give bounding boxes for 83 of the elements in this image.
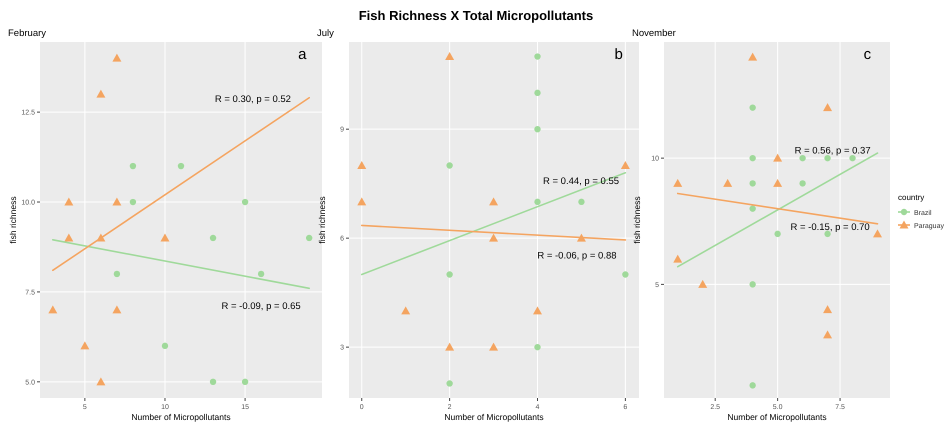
point (799, 154, 806, 162)
point (749, 180, 756, 187)
point (160, 233, 170, 242)
point (723, 178, 732, 187)
point (357, 197, 366, 206)
point (130, 198, 136, 206)
point (534, 126, 541, 132)
chart-title: Fish Richness X Total Micropollutants (358, 8, 594, 23)
x-axis-title: Number of Micropollutants (444, 412, 544, 422)
point (873, 229, 882, 238)
point (773, 154, 782, 162)
point (824, 154, 831, 162)
point (489, 197, 498, 206)
point (698, 280, 708, 288)
y-axis-title: fish richness (8, 196, 18, 244)
point (112, 198, 122, 206)
point (446, 162, 453, 169)
point (446, 380, 453, 387)
point (533, 306, 542, 314)
y-axis-title: fish richness (317, 196, 327, 244)
y-axis-title: fish richness (632, 196, 642, 244)
annotation: R = -0.09, p = 0.65 (221, 301, 301, 312)
x-axis-title: Number of Micropollutants (131, 412, 231, 422)
point (306, 234, 312, 242)
point (80, 341, 90, 350)
point (823, 305, 832, 314)
point (242, 198, 248, 206)
point (210, 378, 216, 386)
chart-subtitle: November (632, 28, 676, 39)
point (489, 342, 498, 351)
point (748, 52, 758, 61)
x-axis-title: Number of Micropollutants (727, 412, 827, 422)
point (749, 382, 756, 389)
point (620, 161, 630, 170)
chart-subtitle: July (317, 28, 334, 39)
point (446, 271, 453, 278)
point (534, 90, 541, 96)
point (96, 90, 106, 98)
annotation: R = -0.06, p = 0.88 (537, 250, 617, 262)
annotation: R = 0.44, p = 0.55 (542, 176, 620, 187)
point (96, 377, 106, 386)
point (823, 103, 832, 112)
point (112, 54, 122, 62)
point (622, 271, 629, 278)
point (749, 205, 756, 212)
point (242, 378, 248, 386)
point (130, 162, 136, 170)
point (112, 305, 122, 314)
annotation: c (864, 46, 872, 64)
point (401, 306, 410, 314)
point (749, 154, 756, 162)
point (445, 342, 454, 351)
point (774, 230, 781, 238)
chart-subtitle: February (8, 28, 46, 39)
point (749, 281, 756, 288)
point (48, 305, 58, 314)
point (210, 234, 216, 242)
point (578, 198, 585, 206)
annotation: R = 0.56, p = 0.37 (794, 146, 871, 157)
point (445, 52, 454, 60)
point (823, 330, 832, 338)
legend-title: country (898, 193, 924, 202)
point (64, 233, 74, 242)
point (673, 254, 682, 263)
point (162, 342, 168, 350)
point (178, 162, 184, 170)
point (773, 178, 782, 187)
annotation: R = -0.15, p = 0.70 (790, 222, 870, 234)
point (534, 53, 541, 60)
point (258, 270, 264, 278)
point (849, 154, 856, 162)
point (114, 270, 120, 278)
point (64, 198, 74, 206)
annotation: R = 0.30, p = 0.52 (214, 94, 291, 105)
point (534, 344, 541, 350)
point (799, 180, 806, 187)
point (357, 161, 366, 170)
point (534, 198, 541, 206)
annotation: b (614, 46, 623, 64)
point (489, 234, 498, 242)
point (749, 104, 756, 111)
point (673, 178, 682, 187)
annotation: a (298, 46, 308, 64)
